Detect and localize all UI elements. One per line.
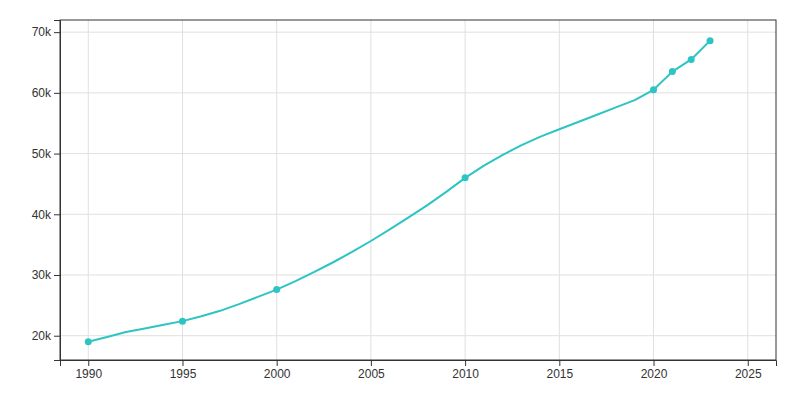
grid-line-y [60,32,776,33]
grid-line-y [60,275,776,276]
x-tick: 2005 [358,360,385,381]
x-tick: 1995 [170,360,197,381]
x-tick-mark [654,360,655,366]
marker [85,338,92,345]
x-tick: 2000 [264,360,291,381]
y-tick: 30k [32,268,60,282]
x-tick: 2010 [452,360,479,381]
x-tick-label: 2005 [358,367,385,381]
grid-line-x [88,20,89,360]
x-axis-line [61,361,777,367]
y-tick-mark [54,336,60,337]
y-tick-label: 40k [32,208,52,222]
grid-line-x [370,20,371,360]
grid-line-x [182,20,183,360]
grid [60,20,776,360]
x-tick-mark [559,360,560,366]
x-tick: 1990 [75,360,102,381]
y-axis-line [54,21,61,361]
grid-line-x [747,20,748,360]
x-tick-label: 1990 [75,367,102,381]
chart: 1990 1995 2000 2005 2010 2015 2020 2025 20k 30k 40… [0,0,800,400]
x-tick-label: 2025 [735,367,762,381]
y-axis: 20k 30k 40k 50k 60k 70k [32,21,61,361]
x-tick-mark [88,360,89,366]
marker [462,174,469,181]
plot: 1990 1995 2000 2005 2010 2015 2020 2025 20k 30k 40… [32,20,777,381]
x-tick-label: 2000 [264,367,291,381]
x-tick: 2015 [546,360,573,381]
y-tick: 50k [32,147,60,161]
y-tick: 70k [32,25,60,39]
marker [669,68,676,75]
y-tick: 60k [32,86,60,100]
x-axis: 1990 1995 2000 2005 2010 2015 2020 2025 [61,360,777,381]
y-tick-mark [54,32,60,33]
marker [707,37,714,44]
x-tick: 2025 [735,360,762,381]
marks [85,37,714,345]
y-tick: 40k [32,208,60,222]
y-tick-label: 60k [32,86,52,100]
grid-line-x [559,20,560,360]
y-tick-mark [54,154,60,155]
x-tick-label: 2015 [546,367,573,381]
marker [650,86,657,93]
line [88,41,710,342]
x-tick-mark [748,360,749,366]
grid-line-x [276,20,277,360]
x-tick-label: 2020 [641,367,668,381]
x-tick-mark [277,360,278,366]
y-tick-label: 70k [32,25,52,39]
x-tick-mark [465,360,466,366]
y-tick-label: 30k [32,268,52,282]
y-tick-label: 50k [32,147,52,161]
x-tick-label: 1995 [170,367,197,381]
grid-line-y [60,214,776,215]
y-tick-mark [54,275,60,276]
grid-line-x [653,20,654,360]
marker [273,286,280,293]
x-tick-mark [371,360,372,366]
grid-line-y [60,153,776,154]
x-tick-mark [182,360,183,366]
y-tick: 20k [32,329,60,343]
grid-line-x [465,20,466,360]
x-tick: 2020 [641,360,668,381]
grid-line-y [60,335,776,336]
x-tick-label: 2010 [452,367,479,381]
marker [179,318,186,325]
y-tick-mark [54,93,60,94]
marker [688,56,695,63]
y-tick-mark [54,214,60,215]
y-tick-label: 20k [32,329,52,343]
plot-frame [60,20,776,360]
grid-line-y [60,92,776,93]
